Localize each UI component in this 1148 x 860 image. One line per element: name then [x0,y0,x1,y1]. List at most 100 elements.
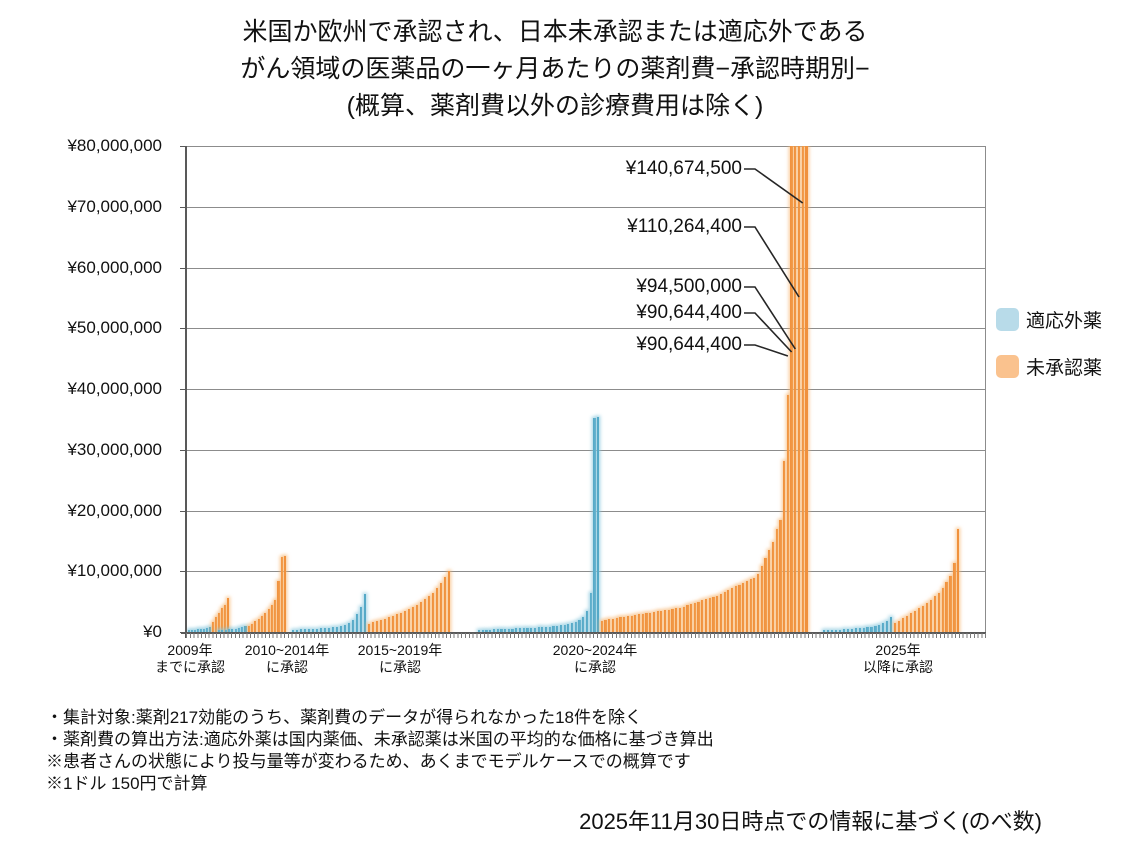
bar-mishoninyaku [697,601,700,632]
bar-mishoninyaku [428,596,431,632]
bar-mishoninyaku [600,621,603,632]
bar-mishoninyaku [368,623,371,632]
bar-mishoninyaku [384,618,387,632]
bar-tekiogaiyaku [344,624,347,632]
bar-mishoninyaku [664,610,667,632]
x-axis-category-label: 2010~2014年 に承認 [244,642,330,675]
bar-mishoninyaku [742,582,745,632]
legend-swatch [996,355,1019,378]
bar-tekiogaiyaku [593,418,596,632]
bar-mishoninyaku [768,550,771,632]
bar-mishoninyaku [604,619,607,632]
bar-mishoninyaku [693,602,696,632]
bar-tekiogaiyaku [504,629,507,632]
annotation-label: ¥94,500,000 [636,276,742,297]
annotation-label: ¥90,644,400 [636,334,742,355]
bar-tekiogaiyaku [571,622,574,632]
bar-mishoninyaku [771,542,775,632]
y-axis-tick-label: ¥50,000,000 [67,318,162,338]
bar-mishoninyaku [254,621,257,632]
bar-tekiogaiyaku [854,628,857,632]
chart-title-line2: がん領域の医薬品の一ヶ月あたりの薬剤費−承認時期別− [240,55,870,83]
bar-mishoninyaku [745,581,749,632]
bar-tekiogaiyaku [563,624,566,632]
footnotes: ・集計対象:薬剤217効能のうち、薬剤費のデータが得られなかった18件を除く ・薬… [46,707,714,795]
bar-tekiogaiyaku [548,626,551,632]
bar-tekiogaiyaku [200,629,203,632]
bar-mishoninyaku [267,608,270,632]
bar-tekiogaiyaku [328,627,331,632]
bar-mishoninyaku [274,600,277,632]
bar-tekiogaiyaku [348,622,351,632]
bar-mishoninyaku [280,557,283,632]
bar-mishoninyaku [957,529,960,632]
bar-mishoninyaku [913,610,917,632]
bar-mishoninyaku [436,588,439,632]
bar-tekiogaiyaku [320,628,323,632]
bar-tekiogaiyaku [292,629,295,632]
y-axis-tick-mark [180,206,186,208]
bar-tekiogaiyaku [241,627,244,632]
bar-tekiogaiyaku [308,629,311,632]
bar-mishoninyaku [719,593,722,632]
gridline [186,571,985,573]
bar-mishoninyaku [392,616,395,632]
bar-tekiogaiyaku [585,610,589,632]
bar-mishoninyaku [786,395,789,632]
y-axis-tick-mark [180,571,186,573]
bar-tekiogaiyaku [530,627,533,632]
bar-tekiogaiyaku [352,619,355,632]
y-axis-tick-mark [180,510,186,512]
bar-mishoninyaku [671,608,674,632]
bar-tekiogaiyaku [481,629,484,632]
bar-mishoninyaku [608,619,611,632]
bar-mishoninyaku [764,557,767,632]
bar-mishoninyaku [704,599,708,632]
bar-mishoninyaku [909,613,913,632]
bar-mishoninyaku [372,622,375,632]
bar-tekiogaiyaku [221,629,224,632]
bar-tekiogaiyaku [478,630,481,632]
y-axis-tick-mark [180,146,186,147]
legend-item: 未承認薬 [996,353,1102,380]
bar-mishoninyaku [734,586,737,632]
bar-mishoninyaku [929,599,932,632]
x-axis-category-label: 2020~2024年 に承認 [552,642,638,675]
bar-mishoninyaku [645,613,648,632]
bar-tekiogaiyaku [188,630,191,632]
bar-mishoninyaku [905,615,909,632]
footnote-line: ・薬剤費の算出方法:適応外薬は国内薬価、未承認薬は米国の平均的な価格に基づき算出 [46,730,714,749]
legend-label: 未承認薬 [1026,358,1103,379]
bar-tekiogaiyaku [533,627,536,632]
plot-area [186,146,985,632]
bar-mishoninyaku [412,607,415,632]
y-axis-tick-mark [180,328,186,330]
bar-mishoninyaku [212,622,215,632]
bar-tekiogaiyaku [526,628,529,632]
bar-mishoninyaku [898,620,901,632]
bar-mishoninyaku [649,612,652,632]
bar-mishoninyaku [284,555,287,632]
y-axis-tick-mark [180,389,186,390]
bar-tekiogaiyaku [515,628,518,632]
bar-mishoninyaku [716,595,719,632]
bar-mishoninyaku [723,591,726,632]
bar-mishoninyaku [678,607,682,632]
y-axis-tick-label: ¥10,000,000 [67,561,162,581]
bar-mishoninyaku [440,583,443,632]
bar-mishoninyaku [424,599,427,632]
gridline [186,206,985,208]
bar-mishoninyaku [749,579,752,632]
bar-mishoninyaku [760,566,763,632]
bar-tekiogaiyaku [597,416,600,632]
bar-tekiogaiyaku [823,630,826,632]
bar-mishoninyaku [626,616,629,632]
bar-tekiogaiyaku [231,629,234,632]
bar-mishoninyaku [652,612,656,632]
bar-tekiogaiyaku [489,629,492,632]
bar-mishoninyaku [941,587,944,632]
bar-tekiogaiyaku [244,625,247,632]
bar-mishoninyaku [444,577,447,632]
bar-mishoninyaku [708,598,711,632]
bar-tekiogaiyaku [511,628,514,632]
